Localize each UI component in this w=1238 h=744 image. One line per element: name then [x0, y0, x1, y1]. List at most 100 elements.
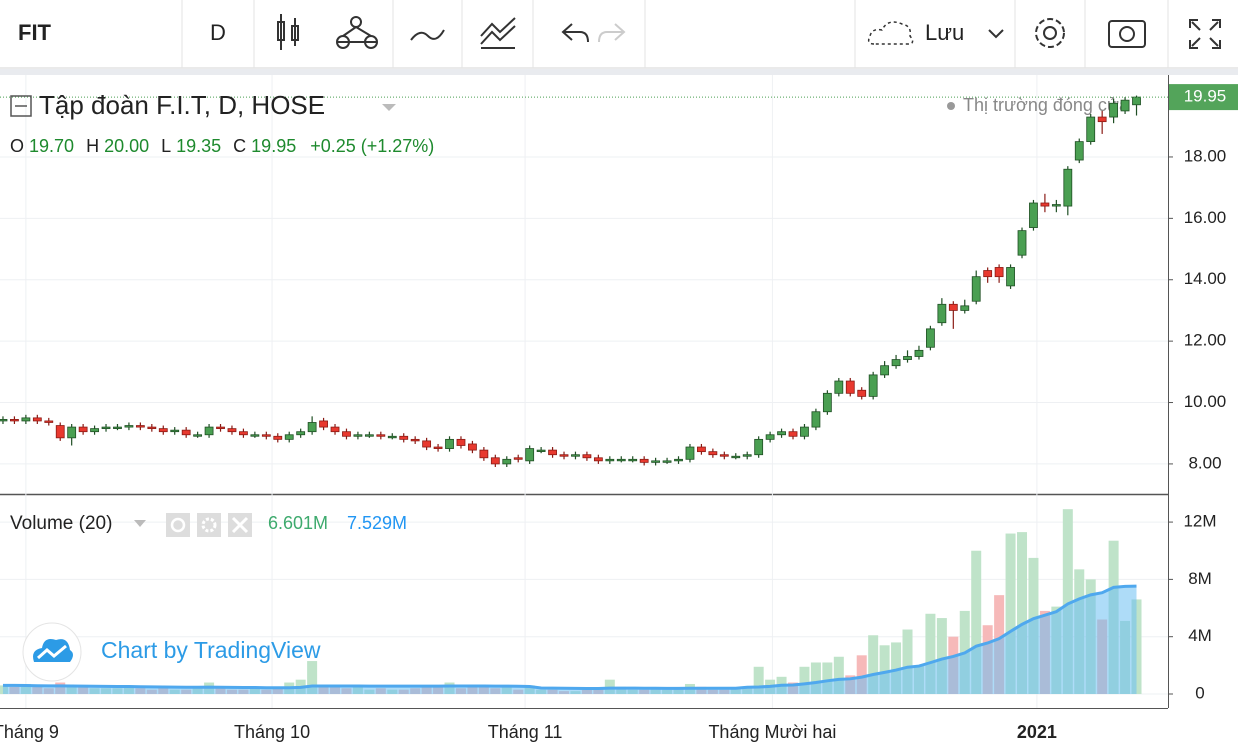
volume-bar — [925, 613, 936, 694]
candle-body — [834, 380, 844, 394]
gap — [0, 69, 1238, 75]
candle-body — [342, 431, 351, 437]
gear-icon[interactable] — [197, 513, 221, 537]
symbol[interactable]: FIT — [18, 20, 52, 45]
candle-body — [525, 448, 535, 462]
candle-body — [21, 417, 31, 422]
candle-icon[interactable] — [277, 14, 299, 50]
candle-body — [754, 438, 764, 456]
candle-body — [639, 458, 649, 463]
title-menu[interactable] — [382, 104, 396, 111]
candle-body — [926, 328, 935, 348]
candle-body — [227, 428, 237, 433]
study-icon[interactable] — [480, 17, 516, 49]
candle-body — [616, 458, 626, 462]
candle-body — [788, 431, 798, 437]
toolbar-bg — [0, 0, 1238, 68]
ohlc-value: 19.70 — [29, 136, 74, 156]
volume-bar — [833, 656, 844, 694]
candle-body — [319, 420, 328, 428]
toolbar: FIT D Lưu — [0, 0, 1238, 69]
undo-icon[interactable] — [561, 23, 589, 43]
volume-tick-label: 4M — [1188, 626, 1212, 645]
last-price-label: 19.95 — [1184, 87, 1227, 106]
volume-bar — [1005, 533, 1016, 694]
candle-body — [376, 434, 386, 437]
candle-body — [468, 443, 477, 451]
candle-body — [742, 454, 752, 457]
candle-body — [994, 267, 1004, 278]
status-dot — [947, 102, 955, 110]
candle-body — [113, 426, 122, 429]
candle-body — [261, 434, 271, 437]
candle-body — [891, 359, 901, 367]
ma-value: 7.529M — [347, 513, 407, 533]
indicator-icon[interactable] — [336, 16, 378, 49]
fullscreen-icon[interactable] — [1189, 19, 1221, 49]
ohlc-value: 19.95 — [251, 136, 296, 156]
candle-body — [685, 446, 695, 460]
candle-body — [880, 365, 890, 376]
compare-icon[interactable] — [410, 29, 445, 41]
volume-bar — [1062, 509, 1073, 694]
candle-body — [857, 389, 867, 397]
candle-body — [536, 449, 546, 453]
candle-body — [0, 419, 8, 422]
candle-body — [513, 457, 523, 460]
ma-line — [2, 584, 1137, 691]
change: +0.25 (+1.27%) — [310, 136, 434, 156]
candle-body — [490, 457, 500, 465]
candle-body — [170, 429, 180, 433]
watermark[interactable]: Chart by TradingView — [101, 637, 321, 663]
candle-body — [971, 276, 981, 302]
candle-body — [811, 411, 821, 428]
labels: Tháng 9 Tháng 10 Tháng 11 Tháng Mười hai 202… — [0, 84, 1238, 742]
candle-body — [1017, 230, 1027, 256]
volume-bar — [1017, 532, 1028, 694]
candle-body — [1006, 267, 1015, 287]
candle-body — [983, 270, 993, 278]
redo-icon[interactable] — [598, 23, 626, 43]
candle-body — [284, 434, 294, 440]
volume-bar — [810, 662, 821, 694]
volume-bar — [936, 618, 947, 694]
save-label[interactable]: Lưu — [925, 20, 964, 45]
volume-bar — [856, 655, 867, 694]
eye-icon[interactable] — [166, 513, 190, 537]
candle-body — [571, 454, 580, 457]
snapshot-icon[interactable] — [1108, 20, 1146, 48]
candle-body — [765, 434, 775, 440]
candle-body — [387, 435, 397, 439]
ohlc-value: 20.00 — [104, 136, 149, 156]
candle-body — [158, 428, 168, 433]
volume-legend: Volume (20) — [10, 513, 112, 534]
candle-body — [1086, 116, 1096, 143]
gear-glyph — [201, 517, 217, 533]
candle-body — [78, 426, 88, 433]
volume-bar — [822, 662, 833, 694]
candle-body — [273, 435, 283, 440]
candle-body — [559, 454, 569, 457]
ohlc-key: O — [10, 136, 24, 156]
candle-body — [32, 417, 42, 422]
candle-body — [719, 454, 729, 457]
volume-bar — [891, 642, 902, 694]
candle-body — [399, 435, 409, 440]
candle-body — [800, 426, 809, 437]
candle-body — [433, 446, 443, 449]
settings-icon[interactable] — [1035, 18, 1065, 48]
interval[interactable]: D — [210, 20, 226, 45]
chart-title: Tập đoàn F.I.T, D, HOSE — [39, 90, 325, 120]
volume-menu[interactable] — [134, 520, 146, 527]
volume-bar — [799, 666, 810, 694]
candle-body — [948, 303, 958, 311]
candle-body — [456, 438, 466, 446]
save-menu[interactable] — [988, 29, 1004, 39]
candle-body — [731, 455, 741, 459]
candle-body — [1109, 102, 1119, 118]
collapse-icon[interactable] — [10, 95, 32, 117]
candle-body — [822, 392, 832, 413]
volume-bar — [902, 629, 913, 694]
